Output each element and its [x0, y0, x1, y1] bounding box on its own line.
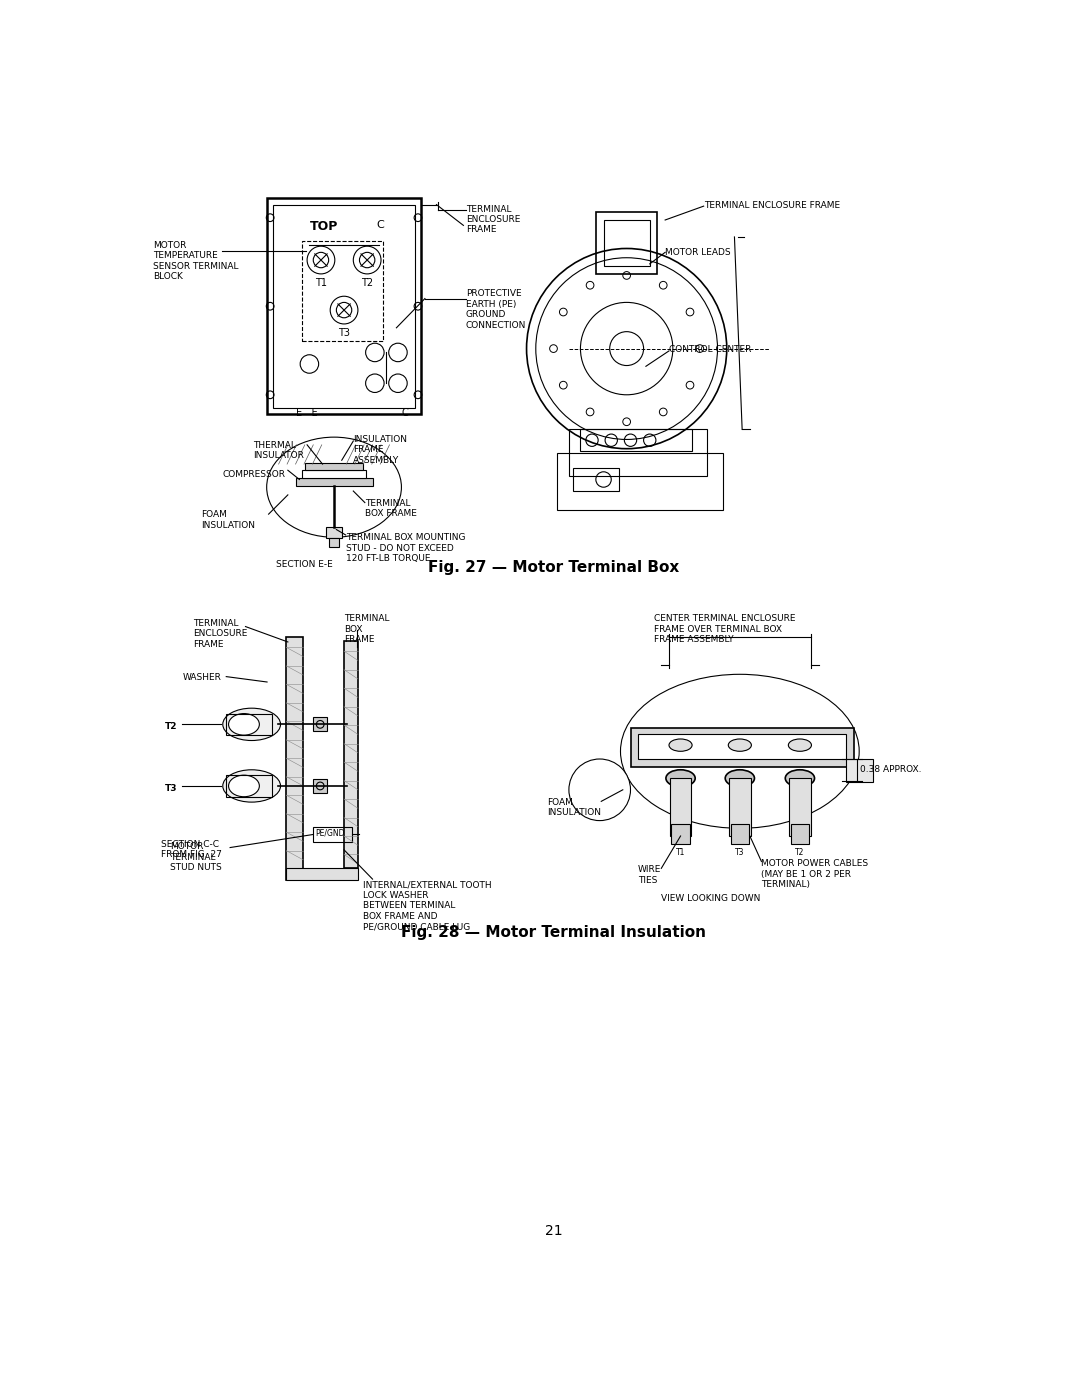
Bar	[730, 824, 750, 844]
Text: TERMINAL
ENCLOSURE
FRAME: TERMINAL ENCLOSURE FRAME	[193, 619, 247, 648]
Bar	[301, 471, 366, 478]
Ellipse shape	[669, 739, 692, 752]
Text: SECTION C-C
FROM FIG. 27: SECTION C-C FROM FIG. 27	[161, 840, 221, 859]
Text: T3: T3	[735, 848, 745, 856]
Ellipse shape	[728, 739, 752, 752]
Text: T2: T2	[795, 848, 805, 856]
Bar	[791, 824, 809, 844]
Bar	[226, 714, 272, 735]
Ellipse shape	[666, 770, 696, 787]
Bar	[672, 824, 690, 844]
Ellipse shape	[725, 770, 755, 787]
Text: VIEW LOOKING DOWN: VIEW LOOKING DOWN	[661, 894, 760, 902]
Text: TOP: TOP	[309, 219, 338, 233]
Ellipse shape	[788, 739, 811, 752]
Text: T2: T2	[361, 278, 373, 288]
Ellipse shape	[229, 775, 259, 796]
Text: MOTOR LEADS: MOTOR LEADS	[665, 249, 731, 257]
Text: TERMINAL
BOX FRAME: TERMINAL BOX FRAME	[365, 499, 417, 518]
Bar	[729, 778, 751, 835]
Text: WIRE
TIES: WIRE TIES	[638, 865, 662, 884]
Text: INTERNAL/EXTERNAL TOOTH
LOCK WASHER
BETWEEN TERMINAL
BOX FRAME AND
PE/GROUND CAB: INTERNAL/EXTERNAL TOOTH LOCK WASHER BETW…	[363, 880, 491, 932]
Bar	[313, 780, 327, 793]
Bar	[328, 538, 339, 548]
Ellipse shape	[569, 759, 631, 820]
Bar	[313, 718, 327, 731]
Ellipse shape	[785, 770, 814, 787]
Text: 21: 21	[544, 1224, 563, 1238]
Bar	[226, 775, 272, 796]
Text: TERMINAL
ENCLOSURE
FRAME: TERMINAL ENCLOSURE FRAME	[465, 204, 521, 235]
Ellipse shape	[222, 770, 281, 802]
Text: FOAM
INSULATION: FOAM INSULATION	[202, 510, 256, 529]
Bar	[313, 827, 352, 842]
Bar	[345, 641, 357, 869]
Text: PE/GND: PE/GND	[314, 828, 345, 837]
Text: MOTOR POWER CABLES
(MAY BE 1 OR 2 PER
TERMINAL): MOTOR POWER CABLES (MAY BE 1 OR 2 PER TE…	[761, 859, 868, 888]
Bar	[580, 429, 692, 451]
Text: MOTOR
TERMINAL
STUD NUTS: MOTOR TERMINAL STUD NUTS	[170, 842, 221, 872]
Text: CENTER TERMINAL ENCLOSURE
FRAME OVER TERMINAL BOX
FRAME ASSEMBLY: CENTER TERMINAL ENCLOSURE FRAME OVER TER…	[653, 615, 795, 644]
Text: C: C	[402, 408, 408, 418]
Text: T1: T1	[314, 278, 327, 288]
Text: SECTION E-E: SECTION E-E	[276, 560, 333, 570]
Text: INSULATION
FRAME
ASSEMBLY: INSULATION FRAME ASSEMBLY	[353, 434, 407, 465]
Text: T3: T3	[164, 784, 177, 792]
Text: T2: T2	[164, 722, 177, 731]
Bar	[326, 527, 341, 538]
Bar	[305, 462, 363, 471]
Text: MOTOR
TEMPERATURE
SENSOR TERMINAL
BLOCK: MOTOR TEMPERATURE SENSOR TERMINAL BLOCK	[153, 240, 239, 281]
Bar	[631, 728, 854, 767]
Bar	[638, 735, 846, 759]
Text: TERMINAL BOX MOUNTING
STUD - DO NOT EXCEED
120 FT-LB TORQUE: TERMINAL BOX MOUNTING STUD - DO NOT EXCE…	[346, 534, 465, 563]
Bar	[273, 204, 415, 408]
Bar	[572, 468, 619, 490]
Text: COMPRESSOR: COMPRESSOR	[222, 471, 285, 479]
Text: TERMINAL ENCLOSURE FRAME: TERMINAL ENCLOSURE FRAME	[704, 201, 840, 210]
Text: T1: T1	[676, 848, 686, 856]
Ellipse shape	[222, 708, 281, 740]
Bar	[596, 212, 658, 274]
Text: T3: T3	[338, 328, 350, 338]
Text: Fig. 28 — Motor Terminal Insulation: Fig. 28 — Motor Terminal Insulation	[401, 925, 706, 940]
Ellipse shape	[621, 675, 860, 828]
Bar	[569, 429, 707, 475]
Text: CONTROL CENTER: CONTROL CENTER	[669, 345, 752, 353]
Text: Fig. 27 — Motor Terminal Box: Fig. 27 — Motor Terminal Box	[428, 560, 679, 576]
Text: E   E: E E	[296, 408, 318, 418]
Bar	[296, 478, 373, 486]
Text: PROTECTIVE
EARTH (PE)
GROUND
CONNECTION: PROTECTIVE EARTH (PE) GROUND CONNECTION	[465, 289, 526, 330]
Bar	[286, 869, 357, 880]
Text: TERMINAL
BOX
FRAME: TERMINAL BOX FRAME	[345, 615, 390, 644]
Text: 0.38 APPROX.: 0.38 APPROX.	[860, 766, 921, 774]
Bar	[670, 778, 691, 835]
Bar	[557, 453, 723, 510]
Bar	[301, 240, 382, 341]
Text: WASHER: WASHER	[183, 673, 221, 682]
Bar	[789, 778, 811, 835]
Text: FOAM
INSULATION: FOAM INSULATION	[548, 798, 602, 817]
Bar	[286, 637, 303, 880]
Text: THERMAL
INSULATOR: THERMAL INSULATOR	[253, 441, 305, 461]
Text: C: C	[377, 219, 384, 231]
Bar	[846, 759, 873, 782]
Ellipse shape	[229, 714, 259, 735]
Bar	[267, 198, 421, 414]
Bar	[604, 219, 650, 267]
